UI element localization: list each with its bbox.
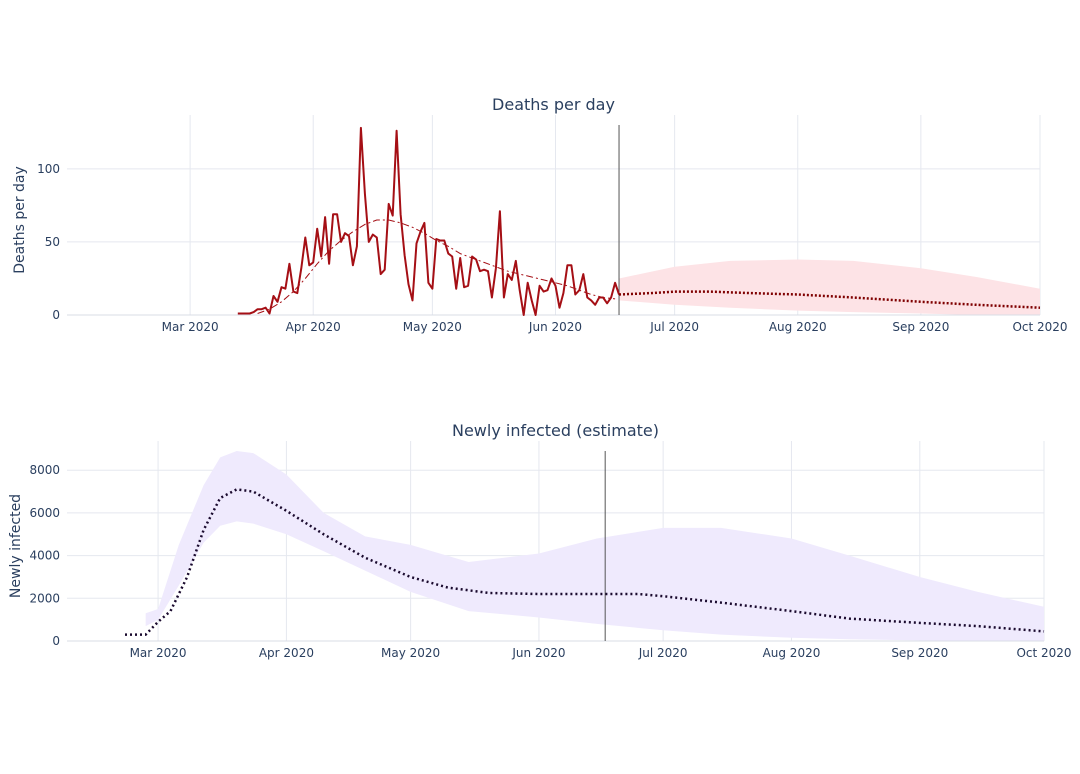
chart-title: Newly infected (estimate) xyxy=(452,421,659,440)
x-tick-label: May 2020 xyxy=(381,646,440,660)
chart-title: Deaths per day xyxy=(492,95,615,114)
x-tick-label: Jun 2020 xyxy=(528,320,582,334)
x-tick-label: Apr 2020 xyxy=(259,646,314,660)
series-line-solid xyxy=(237,126,620,316)
y-tick-label: 2000 xyxy=(29,591,60,605)
uncertainty-band xyxy=(619,259,1040,315)
uncertainty-band xyxy=(145,451,1044,641)
x-tick-label: Sep 2020 xyxy=(891,646,948,660)
y-tick-label: 8000 xyxy=(29,463,60,477)
x-tick-label: Mar 2020 xyxy=(162,320,219,334)
y-axis-label: Deaths per day xyxy=(12,166,28,274)
x-tick-label: Jun 2020 xyxy=(511,646,565,660)
x-tick-label: Apr 2020 xyxy=(286,320,341,334)
series-line-dashdot xyxy=(257,219,616,314)
x-tick-label: Sep 2020 xyxy=(892,320,949,334)
x-tick-label: Jul 2020 xyxy=(638,646,688,660)
x-tick-label: May 2020 xyxy=(403,320,462,334)
y-axis-label: Newly infected xyxy=(8,494,24,598)
x-tick-label: Oct 2020 xyxy=(1012,320,1067,334)
y-tick-label: 50 xyxy=(45,235,60,249)
x-tick-label: Mar 2020 xyxy=(130,646,187,660)
y-tick-label: 0 xyxy=(52,308,60,322)
y-tick-label: 0 xyxy=(52,634,60,648)
chart-panel-1: Deaths per day 0 50 100 Mar 2020 Apr 2020 May … xyxy=(12,95,1068,334)
y-tick-label: 100 xyxy=(37,162,60,176)
x-tick-label: Aug 2020 xyxy=(763,646,821,660)
x-tick-label: Oct 2020 xyxy=(1016,646,1071,660)
y-tick-label: 4000 xyxy=(29,549,60,563)
y-tick-label: 6000 xyxy=(29,506,60,520)
x-tick-label: Aug 2020 xyxy=(769,320,827,334)
chart-panel-2: Newly infected (estimate) 0 2000 4000 6000 80… xyxy=(8,421,1072,660)
x-tick-label: Jul 2020 xyxy=(649,320,699,334)
